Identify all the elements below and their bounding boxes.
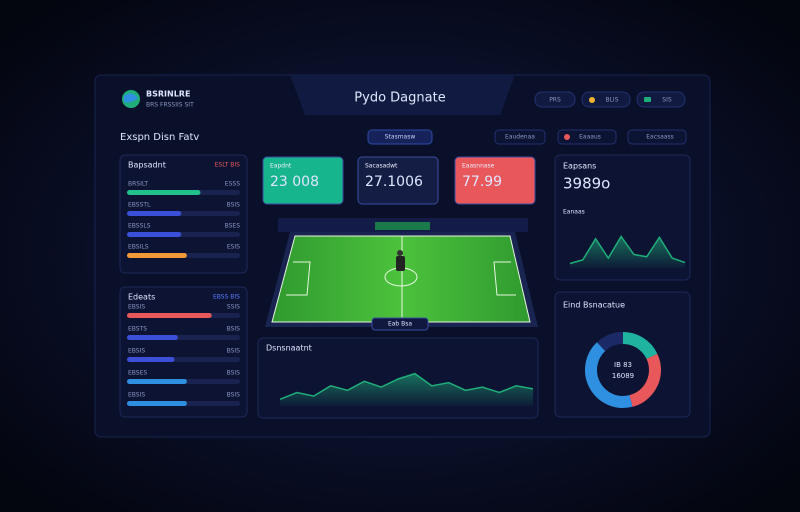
pill[interactable] (557, 129, 617, 145)
title-tab (290, 75, 515, 115)
field-badge[interactable] (371, 317, 429, 331)
cards: Eapdnt 23 008 Sacasadwt 27.1006 Eaasnnase 77.… (262, 156, 536, 205)
field: Eab Bsa (265, 218, 538, 331)
timeline-line (279, 372, 534, 400)
chart-title: Eanaas (563, 209, 585, 216)
pill-label: Eaaaus (579, 134, 601, 141)
stat-card-label: Sacasadwt (365, 163, 398, 170)
progress-bar (127, 335, 178, 340)
panel-tag: ESLT BIS (215, 162, 241, 169)
button[interactable] (581, 91, 631, 108)
summary-chart (569, 235, 686, 268)
row-label: EBSTS (128, 326, 147, 333)
pill-label: Eaudenaa (505, 134, 535, 141)
donut-segment (596, 332, 624, 352)
summary-title: Eapsans (563, 162, 596, 171)
panel-tag: EBSS BIS (213, 294, 240, 301)
donut-segment (629, 353, 661, 407)
section-title: Exspn Disn Fatv (120, 132, 199, 143)
progress-bar (127, 211, 182, 216)
row-label: EBSIS (128, 304, 145, 311)
center-pill-label: Stasmasw (385, 134, 416, 141)
donut-center-bottom: 16089 (612, 372, 634, 380)
row-value: BSIS (227, 202, 241, 209)
progress-bar (127, 253, 187, 258)
donut-segment (622, 332, 658, 360)
timeline-chart (279, 372, 534, 406)
row-value: BSIS (227, 326, 241, 333)
icon (644, 97, 651, 102)
button-label: PRS (549, 97, 561, 104)
stat-card (357, 156, 439, 205)
progress-bar (127, 379, 187, 384)
brand: BSRINLRE (146, 90, 190, 99)
pitch (272, 236, 530, 322)
progress-bar (127, 357, 175, 362)
pitch-lines (271, 235, 531, 323)
button[interactable] (636, 91, 686, 108)
donut-chart (585, 332, 661, 408)
row-label: EBSES (128, 370, 147, 377)
row-label: EBSILS (128, 244, 149, 251)
top-buttons: PRS BLIS SIS (534, 91, 686, 108)
row-value: BSIS (227, 370, 241, 377)
spark-line (569, 235, 686, 265)
stat-card (262, 156, 344, 205)
player-head (397, 250, 403, 256)
stat-card-label: Eaasnnase (462, 163, 495, 170)
row-label: EBSIS (128, 348, 145, 355)
timeline-title: Dsnsnaatnt (266, 344, 312, 353)
stat-card (454, 156, 536, 205)
row-label: EBSSTL (128, 202, 151, 209)
summary-value: 3989o (563, 175, 610, 193)
events-rows: EBSIS SSIS EBSTS BSIS EBSIS BSIS EBSES BSIS EBSI… (127, 304, 241, 406)
row-value: ESSS (225, 181, 240, 188)
player (396, 256, 405, 271)
icon (589, 97, 595, 103)
progress-bar (127, 232, 182, 237)
stat-card-label: Eapdnt (270, 163, 292, 170)
row-value: BSIS (227, 348, 241, 355)
center-pill[interactable] (367, 129, 433, 145)
donut-segment (585, 342, 633, 408)
row-label: EBSIS (128, 392, 145, 399)
row-label: BRSILT (128, 181, 148, 188)
row-label: EBSSLS (128, 223, 151, 230)
row-value: BSIS (227, 392, 241, 399)
row-value: BSES (225, 223, 241, 230)
panel-title: Bapsadnt (128, 161, 166, 170)
timeline-area (280, 373, 533, 406)
stat-card-value: 23 008 (270, 174, 319, 190)
button[interactable] (534, 91, 576, 108)
donut-center-top: IB 83 (614, 361, 632, 369)
icon (564, 134, 570, 140)
row-value: SSIS (227, 304, 240, 311)
scoreboard (375, 222, 430, 230)
row-value: ESIS (227, 244, 240, 251)
logo-mark (124, 93, 138, 103)
pill[interactable] (627, 129, 687, 145)
pill-label: Eacsaass (646, 134, 674, 141)
field-badge-label: Eab Bsa (388, 321, 412, 328)
page-title: Pydo Dagnate (354, 91, 445, 106)
progress-bar (127, 313, 212, 318)
button-label: BLIS (605, 97, 618, 104)
panel-title: Edeats (128, 293, 155, 302)
donut-title: Eind Bsnacatue (563, 301, 625, 310)
button-label: SIS (662, 97, 672, 104)
stat-card-value: 77.99 (462, 174, 502, 190)
stat-card-value: 27.1006 (365, 174, 423, 190)
pill[interactable] (494, 129, 546, 145)
stats-rows: BRSILT ESSS EBSSTL BSIS EBSSLS BSES EBSILS ESIS (127, 181, 241, 258)
progress-bar (127, 190, 201, 195)
progress-bar (127, 401, 187, 406)
brand-sub: BRS FRSSIIS SIT (146, 102, 194, 109)
events-panel (119, 286, 248, 418)
